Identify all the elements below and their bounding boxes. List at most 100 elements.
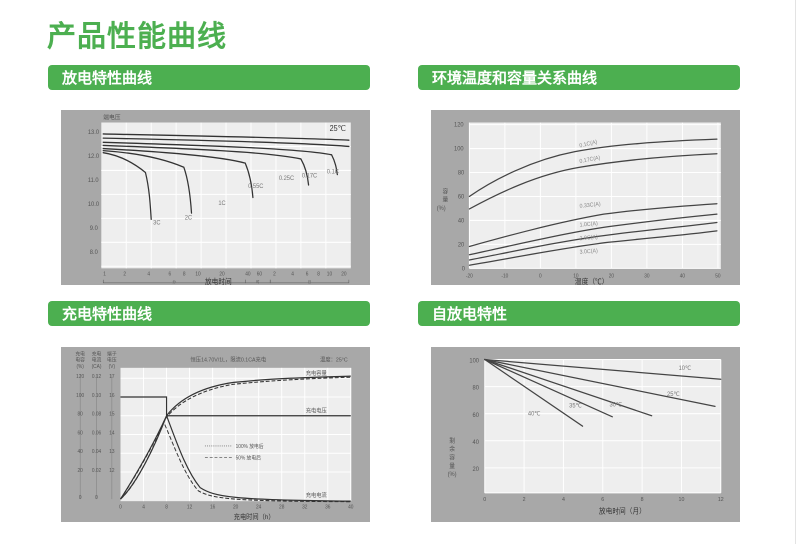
svg-text:8: 8: [317, 271, 320, 277]
svg-text:2C: 2C: [185, 215, 193, 221]
svg-text:50: 50: [715, 274, 721, 280]
svg-text:-10: -10: [501, 274, 508, 280]
svg-text:-20: -20: [466, 274, 473, 280]
svg-text:2: 2: [523, 497, 526, 503]
svg-text:2: 2: [273, 271, 276, 277]
svg-text:(%): (%): [76, 364, 84, 370]
svg-text:20: 20: [341, 271, 347, 277]
svg-text:28: 28: [279, 504, 285, 510]
svg-text:40: 40: [473, 440, 480, 446]
svg-text:电容: 电容: [75, 356, 85, 363]
svg-text:0: 0: [95, 495, 98, 501]
svg-text:剩: 剩: [449, 437, 455, 445]
svg-text:电压: 电压: [107, 356, 117, 363]
svg-text:100% 放电后: 100% 放电后: [236, 443, 264, 450]
svg-text:9.0: 9.0: [90, 226, 99, 232]
svg-text:恒压14.70V/1L，限流0.1CA充电: 恒压14.70V/1L，限流0.1CA充电: [191, 355, 267, 363]
svg-text:容: 容: [443, 187, 449, 195]
svg-text:24: 24: [256, 504, 262, 510]
svg-text:10: 10: [679, 497, 685, 503]
svg-text:30: 30: [644, 274, 650, 280]
svg-text:60: 60: [78, 430, 84, 436]
svg-text:8: 8: [165, 504, 168, 510]
svg-text:12.0: 12.0: [88, 154, 100, 160]
svg-text:充电电压: 充电电压: [306, 406, 328, 414]
svg-text:40: 40: [78, 449, 84, 455]
svg-text:80: 80: [78, 412, 84, 418]
svg-text:端电压: 端电压: [103, 113, 120, 121]
svg-text:0.1C: 0.1C: [327, 169, 340, 175]
svg-text:充电容量: 充电容量: [306, 369, 328, 377]
svg-text:4: 4: [142, 504, 145, 510]
svg-text:电流: 电流: [92, 356, 102, 363]
svg-text:32: 32: [302, 504, 308, 510]
svg-text:充电电流: 充电电流: [306, 491, 328, 499]
svg-text:0: 0: [483, 497, 486, 503]
svg-text:50% 放电后: 50% 放电后: [236, 454, 261, 461]
svg-text:充电: 充电: [75, 350, 85, 357]
svg-text:1: 1: [103, 271, 106, 277]
svg-text:25℃: 25℃: [667, 392, 680, 398]
svg-text:30℃: 30℃: [609, 402, 622, 408]
svg-text:13: 13: [109, 449, 115, 455]
svg-text:36: 36: [325, 504, 331, 510]
svg-text:0.04: 0.04: [92, 449, 102, 455]
svg-text:35℃: 35℃: [569, 403, 582, 409]
svg-text:0.25C: 0.25C: [279, 176, 295, 182]
svg-text:0.55C: 0.55C: [248, 184, 264, 190]
svg-text:0: 0: [119, 504, 122, 510]
svg-text:60: 60: [257, 271, 263, 277]
svg-text:12: 12: [187, 504, 193, 510]
svg-text:4: 4: [147, 271, 150, 277]
svg-text:3C: 3C: [153, 220, 161, 226]
svg-text:40: 40: [245, 271, 251, 277]
svg-text:12: 12: [109, 468, 115, 474]
svg-text:16: 16: [109, 393, 115, 399]
svg-text:(%): (%): [448, 472, 457, 478]
svg-text:温度：25°C: 温度：25°C: [320, 355, 348, 363]
svg-text:(CA): (CA): [92, 364, 102, 370]
svg-text:量: 量: [449, 463, 455, 470]
svg-text:120: 120: [454, 123, 464, 129]
svg-text:0.12: 0.12: [92, 374, 102, 380]
svg-text:100: 100: [454, 146, 464, 152]
svg-text:(%): (%): [437, 206, 446, 212]
svg-text:20: 20: [219, 271, 225, 277]
svg-text:余: 余: [449, 445, 455, 453]
svg-text:14: 14: [109, 430, 115, 436]
svg-text:8: 8: [183, 271, 186, 277]
svg-text:40℃: 40℃: [528, 412, 541, 418]
svg-text:0.06: 0.06: [92, 430, 102, 436]
svg-text:温度（℃）: 温度（℃）: [575, 277, 609, 285]
svg-text:6: 6: [601, 497, 604, 503]
svg-text:60: 60: [473, 413, 480, 419]
svg-text:4: 4: [562, 497, 565, 503]
svg-text:端子: 端子: [107, 350, 117, 357]
svg-text:17: 17: [109, 374, 115, 380]
svg-text:0.17C: 0.17C: [302, 174, 318, 180]
svg-text:0.08: 0.08: [92, 412, 102, 418]
svg-text:100: 100: [469, 358, 479, 364]
svg-text:6: 6: [168, 271, 171, 277]
svg-text:日: 日: [308, 280, 311, 284]
svg-text:20: 20: [458, 242, 465, 248]
svg-text:40: 40: [458, 218, 465, 224]
svg-text:11.0: 11.0: [88, 178, 99, 184]
svg-text:2: 2: [123, 271, 126, 277]
svg-text:80: 80: [473, 386, 480, 392]
svg-text:40: 40: [680, 274, 686, 280]
svg-text:15: 15: [109, 412, 115, 418]
svg-text:放电时间: 放电时间: [205, 277, 232, 285]
svg-text:充电时间（h）: 充电时间（h）: [234, 512, 275, 521]
svg-text:20: 20: [78, 468, 84, 474]
svg-text:(V): (V): [109, 364, 116, 370]
svg-text:10℃: 10℃: [679, 366, 692, 372]
svg-text:80: 80: [458, 170, 465, 176]
svg-text:20: 20: [233, 504, 239, 510]
svg-text:120: 120: [76, 374, 84, 380]
svg-text:40: 40: [348, 504, 354, 510]
svg-text:10: 10: [327, 271, 333, 277]
svg-text:4: 4: [291, 271, 294, 277]
svg-text:13.0: 13.0: [88, 130, 100, 136]
svg-text:20: 20: [473, 467, 480, 473]
